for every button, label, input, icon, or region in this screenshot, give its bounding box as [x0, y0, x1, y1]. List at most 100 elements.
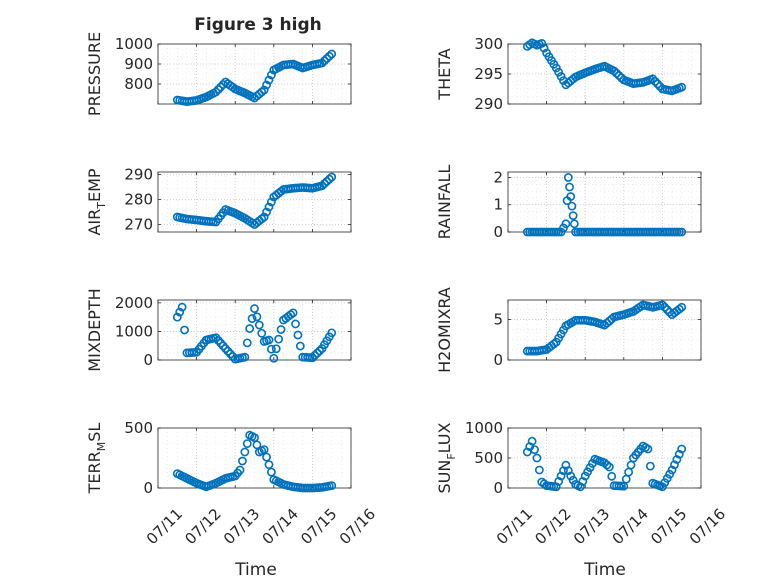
data-point	[259, 445, 269, 454]
data-point	[677, 227, 687, 237]
y-axis-label: AIRTEMP	[85, 168, 108, 235]
y-axis-label: PRESSURE	[85, 32, 104, 116]
x-tick-label: 07/15	[647, 505, 690, 548]
y-axis-label: TERRMSL	[85, 423, 108, 495]
data-point	[250, 304, 259, 313]
data-point	[677, 444, 687, 454]
data-point	[315, 346, 325, 356]
data-point	[674, 449, 684, 459]
data-point	[672, 455, 682, 464]
data-point	[607, 471, 617, 481]
data-point	[180, 325, 189, 335]
data-point	[259, 85, 269, 95]
x-tick-label: 07/13	[220, 505, 263, 548]
data-point	[650, 76, 660, 86]
subplot-terrmsl: 0 500 TERRMSL 07/1107/1207/1307/1407/1507/1…	[85, 419, 379, 548]
data-point	[648, 74, 658, 84]
data-point	[568, 211, 578, 221]
y-tick-label: 1000	[115, 35, 153, 53]
y-tick-label: 290	[474, 95, 503, 113]
data-point	[660, 302, 670, 312]
y-tick-label: 1	[493, 196, 503, 214]
y-tick-label: 0	[493, 479, 503, 497]
y-tick-label: 0	[143, 479, 153, 497]
subplot-rainfall: 0 1 2 RAINFALL	[435, 165, 702, 241]
data-point	[257, 87, 267, 97]
y-tick-label: 0	[493, 351, 503, 369]
data-point	[257, 328, 267, 338]
axes-box	[507, 171, 702, 233]
data-point	[307, 353, 317, 363]
data-point	[213, 85, 223, 94]
data-point	[254, 320, 264, 330]
y-tick-label: 300	[474, 35, 503, 53]
y-axis-label: SUNFLUX	[435, 422, 458, 493]
x-tick-label: 07/15	[297, 505, 340, 548]
data-point	[269, 353, 279, 363]
data-point	[310, 351, 320, 360]
y-axis-label: THETA	[435, 48, 454, 100]
data-point	[667, 465, 677, 475]
data-point	[677, 302, 687, 312]
data-point	[565, 182, 574, 192]
x-axis-label-right: Time	[583, 560, 626, 580]
x-tick-label: 07/11	[143, 505, 186, 548]
data-point	[274, 334, 284, 344]
data-point	[320, 56, 329, 66]
data-point	[645, 461, 655, 471]
y-tick-label: 295	[474, 65, 503, 83]
x-tick-label: 07/16	[336, 505, 379, 548]
y-tick-label: 5	[493, 310, 503, 328]
data-point	[177, 302, 187, 312]
data-point	[271, 344, 281, 354]
data-point	[532, 453, 542, 463]
data-point	[327, 172, 337, 182]
axes-box	[157, 299, 352, 361]
data-point	[288, 308, 298, 318]
y-tick-label: 1000	[465, 419, 503, 437]
x-tick-label: 07/13	[570, 505, 613, 548]
x-tick-label: 07/16	[686, 505, 729, 548]
data-point	[264, 460, 274, 469]
y-tick-label: 0	[493, 223, 503, 241]
data-point	[677, 82, 687, 92]
x-tick-label: 07/14	[609, 505, 652, 548]
x-axis-label-left: Time	[234, 560, 277, 580]
data-point	[293, 330, 303, 340]
data-point	[327, 481, 337, 490]
axes-box	[157, 43, 352, 105]
data-point	[262, 80, 271, 90]
y-tick-label: 900	[124, 55, 153, 73]
y-tick-label: 0	[143, 351, 153, 369]
data-point	[295, 341, 305, 351]
data-point	[567, 201, 577, 211]
data-point	[252, 312, 262, 322]
data-point	[247, 314, 257, 323]
data-point	[266, 344, 276, 354]
subplot-sunflux: 0 500 1000 SUNFLUX 07/1107/1207/1307/1407/15…	[435, 419, 729, 548]
data-point	[240, 447, 250, 457]
subplot-theta: 290 295 300 THETA	[435, 35, 702, 113]
data-point	[172, 312, 182, 322]
data-point	[527, 436, 537, 446]
data-point	[242, 338, 252, 348]
data-point	[327, 49, 337, 59]
data-point	[612, 68, 621, 78]
data-point	[262, 207, 271, 217]
data-point	[240, 352, 250, 362]
subplot-mixdepth: 0 1000 2000 MIXDEPTH	[85, 288, 352, 372]
data-point	[259, 212, 269, 222]
axes-box	[157, 427, 352, 489]
data-point	[245, 324, 255, 333]
data-point	[530, 445, 539, 454]
data-point	[614, 71, 624, 80]
data-point	[242, 439, 252, 448]
data-point	[670, 460, 679, 470]
axes-box	[157, 171, 352, 233]
data-point	[264, 75, 274, 85]
data-point	[324, 174, 334, 184]
y-tick-label: 800	[124, 75, 153, 93]
data-point	[322, 176, 332, 186]
subplot-h2omixra: 0 5 H2OMIXRA	[435, 287, 702, 373]
subplot-pressure: 800 900 1000 PRESSURE	[85, 32, 352, 116]
